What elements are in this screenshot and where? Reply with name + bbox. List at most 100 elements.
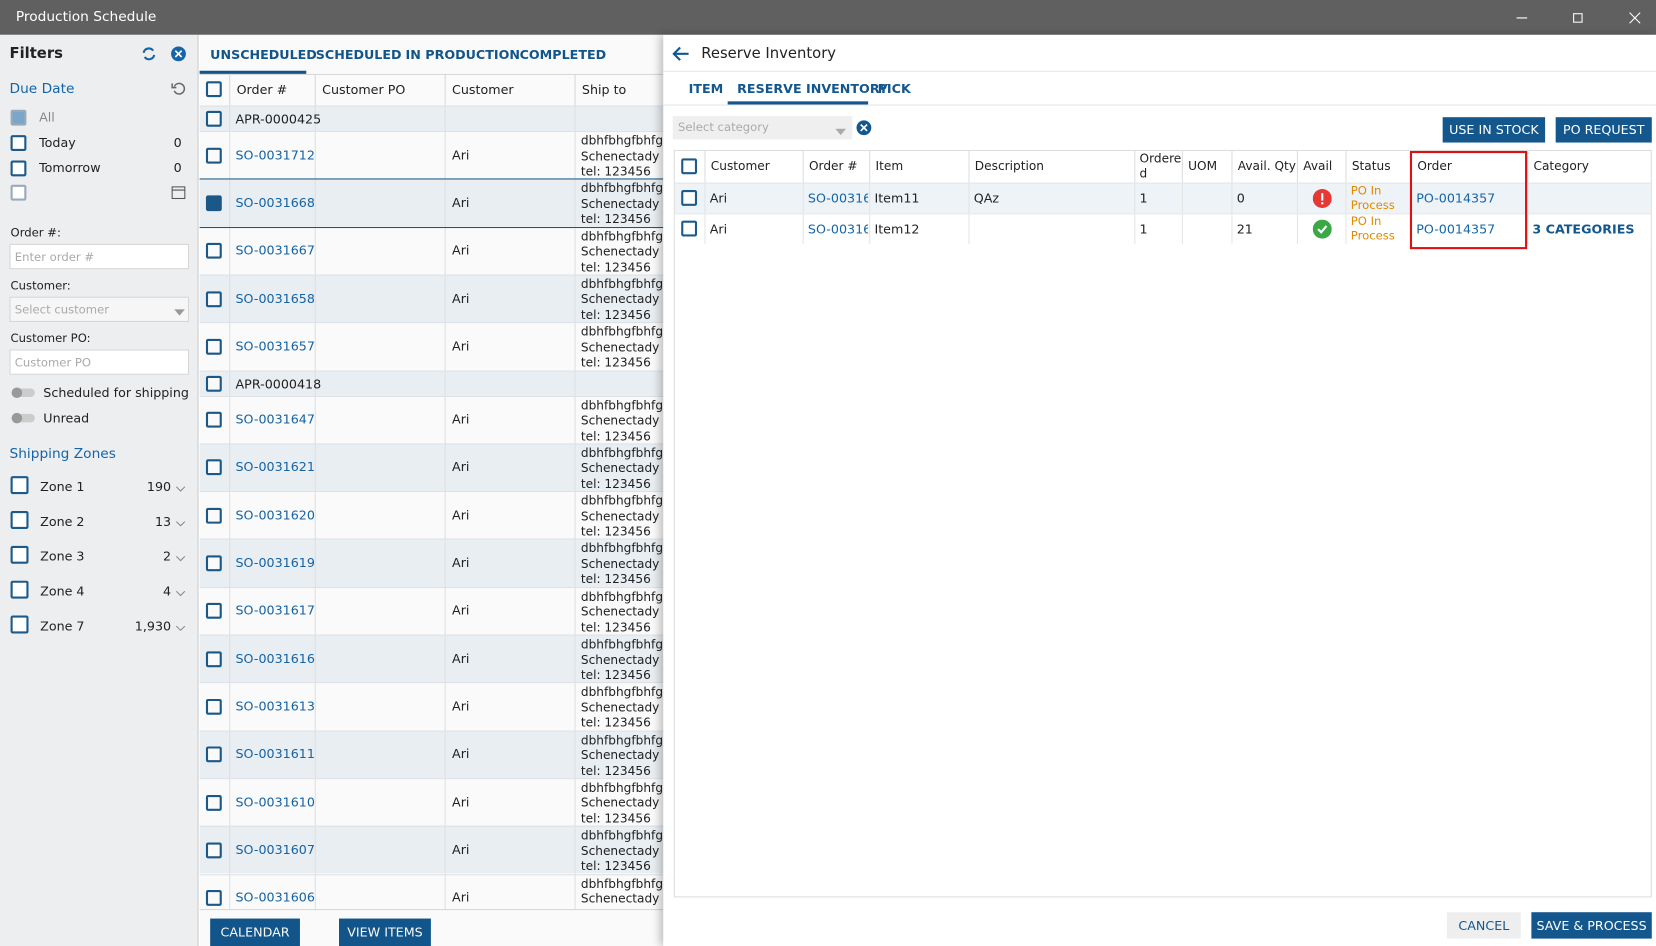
- schedule-tab[interactable]: UNSCHEDULED: [210, 47, 317, 63]
- cell-category[interactable]: 3 CATEGORIES: [1532, 221, 1635, 236]
- group-label: APR-0000425: [235, 111, 322, 127]
- due-date-checkbox[interactable]: [10, 109, 27, 126]
- order-link[interactable]: SO-0031611: [235, 746, 315, 762]
- customer-select[interactable]: Select customer: [9, 296, 190, 323]
- footer-button[interactable]: SAVE & PROCESS: [1531, 912, 1652, 939]
- clear-category[interactable]: [855, 119, 872, 136]
- zone-expand[interactable]: [175, 622, 186, 632]
- custom-date-checkbox[interactable]: [10, 184, 27, 201]
- row-checkbox[interactable]: [205, 243, 222, 259]
- zone-expand[interactable]: [175, 552, 186, 562]
- row-checkbox[interactable]: [205, 890, 222, 907]
- restore[interactable]: [1573, 13, 1583, 23]
- row-checkbox[interactable]: [205, 338, 222, 355]
- row-checkbox[interactable]: [205, 147, 222, 164]
- zone-checkbox[interactable]: [10, 511, 29, 529]
- row-checkbox[interactable]: [205, 794, 222, 811]
- row-checkbox[interactable]: [205, 507, 222, 524]
- cell-divider: [444, 275, 446, 324]
- column-header: Status: [1345, 150, 1410, 183]
- order-link[interactable]: SO-0031620: [235, 507, 315, 523]
- row-checkbox[interactable]: [205, 842, 222, 859]
- row-checkbox[interactable]: [205, 375, 222, 392]
- reset-icon[interactable]: [171, 81, 186, 96]
- customer-cell: Ari: [452, 507, 470, 523]
- cell-divider: [1181, 213, 1183, 244]
- row-checkbox[interactable]: [205, 459, 222, 476]
- zone-checkbox[interactable]: [10, 615, 29, 634]
- order-link[interactable]: SO-0031667: [235, 243, 315, 258]
- cell-divider: [314, 371, 316, 397]
- row-checkbox[interactable]: [681, 220, 698, 236]
- clear-icon[interactable]: [170, 45, 187, 62]
- order-link[interactable]: SO-0031619: [235, 555, 315, 571]
- order-link[interactable]: SO-0031621: [235, 459, 315, 475]
- order-link[interactable]: SO-0031712: [235, 147, 315, 163]
- cell-ordered: 1: [1139, 191, 1148, 206]
- cell-divider: [574, 826, 576, 875]
- footer-button[interactable]: VIEW ITEMS: [339, 918, 431, 946]
- schedule-tab[interactable]: IN PRODUCTION: [405, 47, 520, 63]
- order-link[interactable]: SO-0031657: [235, 338, 315, 354]
- back-arrow[interactable]: [672, 45, 691, 62]
- close[interactable]: [1629, 12, 1641, 24]
- cell-divider: [444, 683, 446, 732]
- ship-to-line: Schenectady NY: [580, 291, 663, 307]
- panel-tab[interactable]: PICK: [877, 81, 911, 97]
- window-controls[interactable]: [1500, 6, 1648, 29]
- cell-po[interactable]: PO-0014357: [1416, 191, 1496, 206]
- order-link[interactable]: SO-0031668: [235, 195, 315, 211]
- toggle-switch[interactable]: [11, 386, 36, 399]
- due-date-checkbox[interactable]: [10, 135, 27, 151]
- row-checkbox[interactable]: [205, 651, 222, 667]
- order-link[interactable]: SO-0031616: [235, 651, 315, 666]
- zone-checkbox[interactable]: [10, 476, 29, 495]
- order-link[interactable]: SO-0031610: [235, 794, 315, 810]
- action-button[interactable]: PO REQUEST: [1555, 117, 1652, 143]
- order-link[interactable]: SO-0031607: [235, 842, 315, 858]
- zone-expand[interactable]: [175, 517, 186, 527]
- due-date-checkbox[interactable]: [10, 160, 27, 177]
- category-select[interactable]: Select category: [672, 116, 853, 140]
- select-all-checkbox[interactable]: [205, 81, 222, 98]
- cell-divider: [229, 874, 231, 923]
- customer-po-input[interactable]: Customer PO: [9, 349, 190, 375]
- panel-tab[interactable]: RESERVE INVENTORY: [737, 81, 889, 97]
- order-link[interactable]: SO-0031613: [235, 698, 315, 714]
- cell-order[interactable]: SO-0031668: [807, 221, 868, 236]
- cell-divider: [229, 106, 231, 132]
- row-checkbox[interactable]: [205, 603, 222, 620]
- select-all-checkbox[interactable]: [681, 158, 698, 175]
- zone-checkbox[interactable]: [10, 545, 29, 564]
- cell-item: Item12: [874, 221, 920, 236]
- row-checkbox[interactable]: [205, 555, 222, 572]
- row-checkbox[interactable]: [205, 110, 222, 127]
- toggle-switch[interactable]: [11, 412, 36, 425]
- panel-tab[interactable]: ITEM: [688, 81, 724, 97]
- cell-divider: [1181, 183, 1183, 214]
- refresh-icon[interactable]: [140, 45, 157, 62]
- order-link[interactable]: SO-0031647: [235, 411, 315, 427]
- zone-expand[interactable]: [175, 587, 186, 597]
- order-link[interactable]: SO-0031617: [235, 603, 315, 618]
- order-link[interactable]: SO-0031606: [235, 890, 315, 905]
- row-checkbox[interactable]: [205, 698, 222, 715]
- calendar-icon[interactable]: [171, 185, 186, 200]
- cell-order[interactable]: SO-0031668: [807, 191, 868, 206]
- row-checkbox[interactable]: [205, 746, 222, 763]
- order-input[interactable]: Enter order #: [9, 243, 190, 270]
- row-checkbox[interactable]: [205, 290, 222, 307]
- row-checkbox[interactable]: [205, 411, 222, 428]
- schedule-tab[interactable]: COMPLETED: [519, 47, 607, 63]
- footer-button[interactable]: CALENDAR: [210, 918, 300, 946]
- cell-po[interactable]: PO-0014357: [1416, 221, 1496, 236]
- footer-button[interactable]: CANCEL: [1446, 912, 1521, 939]
- order-link[interactable]: SO-0031658: [235, 290, 315, 306]
- schedule-tab[interactable]: SCHEDULED: [315, 47, 402, 63]
- zone-checkbox[interactable]: [10, 580, 29, 599]
- zone-expand[interactable]: [175, 483, 186, 492]
- action-button[interactable]: USE IN STOCK: [1442, 117, 1546, 143]
- row-checkbox[interactable]: [205, 195, 222, 212]
- row-checkbox[interactable]: [681, 190, 698, 206]
- cell-avail-qty: 0: [1236, 191, 1245, 206]
